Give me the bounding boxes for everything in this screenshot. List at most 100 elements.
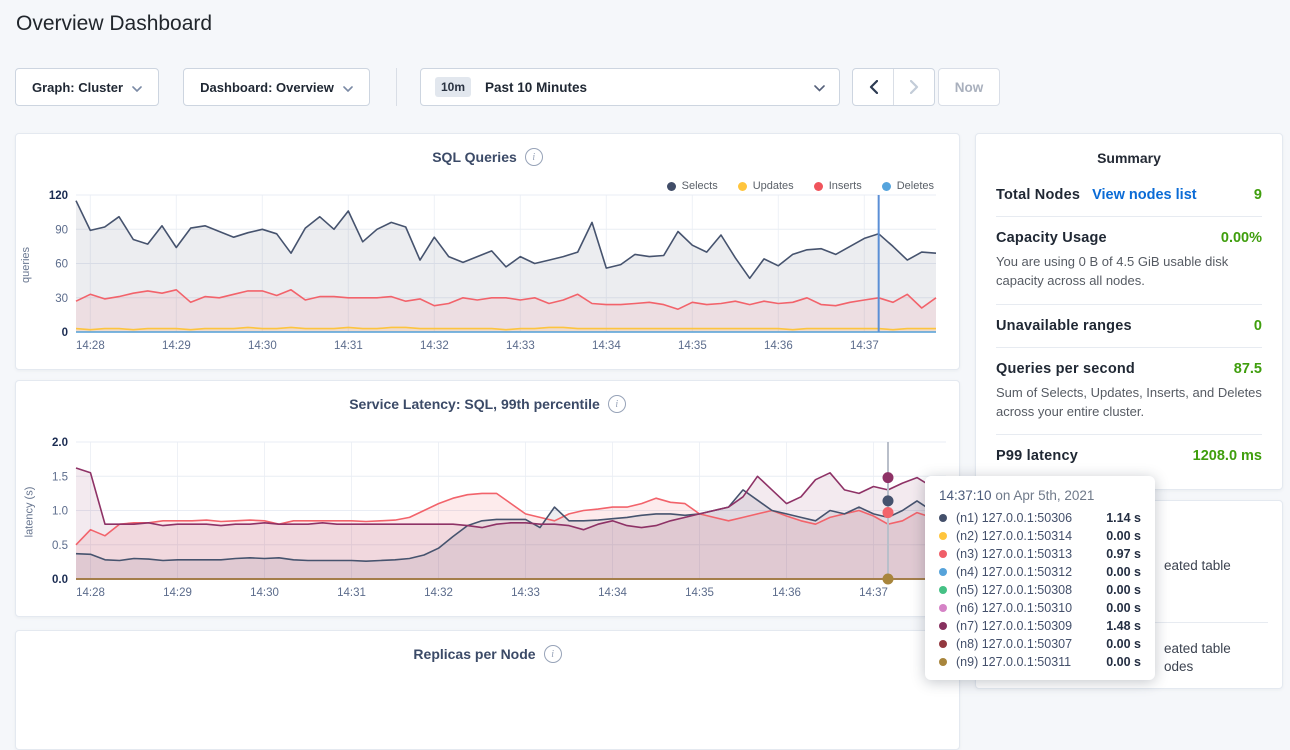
replicas-per-node-title: Replicas per Node bbox=[413, 646, 535, 662]
tooltip-row: (n1) 127.0.0.1:503061.14 s bbox=[939, 509, 1141, 527]
svg-text:0.5: 0.5 bbox=[52, 540, 68, 552]
svg-text:14:30: 14:30 bbox=[248, 340, 277, 352]
event-item-fragment: odes bbox=[1164, 659, 1193, 674]
node-address: (n8) 127.0.0.1:50307 bbox=[956, 637, 1072, 651]
now-button[interactable]: Now bbox=[938, 68, 1000, 106]
node-color-dot bbox=[939, 532, 947, 540]
dashboard-dropdown[interactable]: Dashboard: Overview bbox=[183, 68, 370, 106]
tooltip-row: (n9) 127.0.0.1:50311 0.00 s bbox=[939, 653, 1141, 671]
node-address: (n9) 127.0.0.1:50311 bbox=[956, 655, 1071, 669]
node-color-dot bbox=[939, 514, 947, 522]
svg-text:14:31: 14:31 bbox=[334, 340, 363, 352]
svg-text:14:32: 14:32 bbox=[420, 340, 449, 352]
tooltip-row: (n2) 127.0.0.1:503140.00 s bbox=[939, 527, 1141, 545]
summary-row-capacity: Capacity Usage 0.00% You are using 0 B o… bbox=[996, 217, 1262, 305]
event-item-fragment: eated table bbox=[1164, 641, 1231, 656]
replicas-per-node-card: Replicas per Node i bbox=[15, 630, 960, 750]
svg-text:1.5: 1.5 bbox=[52, 471, 68, 483]
info-icon[interactable]: i bbox=[608, 395, 626, 413]
node-address: (n5) 127.0.0.1:50308 bbox=[956, 583, 1072, 597]
time-range-selector[interactable]: 10m Past 10 Minutes bbox=[420, 68, 840, 106]
time-range-label: Past 10 Minutes bbox=[485, 80, 587, 95]
capacity-usage-value: 0.00% bbox=[1221, 230, 1262, 246]
tooltip-node-list: (n1) 127.0.0.1:503061.14 s(n2) 127.0.0.1… bbox=[939, 509, 1141, 671]
node-latency-value: 0.00 s bbox=[1106, 565, 1141, 579]
info-icon[interactable]: i bbox=[525, 148, 543, 166]
total-nodes-value: 9 bbox=[1254, 187, 1262, 203]
total-nodes-label: Total Nodes bbox=[996, 187, 1080, 203]
capacity-usage-label: Capacity Usage bbox=[996, 230, 1107, 246]
chart-hover-tooltip: 14:37:10 on Apr 5th, 2021 (n1) 127.0.0.1… bbox=[925, 476, 1155, 680]
chevron-down-icon bbox=[814, 80, 825, 95]
node-latency-value: 0.00 s bbox=[1106, 601, 1141, 615]
p99-latency-label: P99 latency bbox=[996, 448, 1078, 464]
svg-text:14:37: 14:37 bbox=[850, 340, 879, 352]
qps-label: Queries per second bbox=[996, 361, 1135, 377]
info-icon[interactable]: i bbox=[544, 645, 562, 663]
service-latency-title: Service Latency: SQL, 99th percentile bbox=[349, 396, 600, 412]
tooltip-row: (n8) 127.0.0.1:50307 0.00 s bbox=[939, 635, 1141, 653]
node-latency-value: 1.48 s bbox=[1106, 619, 1141, 633]
summary-row-p99: P99 latency 1208.0 ms bbox=[996, 435, 1262, 477]
node-address: (n4) 127.0.0.1:50312 bbox=[956, 565, 1072, 579]
sql-queries-card: SQL Queries i SelectsUpdatesInsertsDelet… bbox=[15, 133, 960, 370]
event-item-fragment: eated table bbox=[1164, 558, 1231, 573]
tooltip-row: (n7) 127.0.0.1:50309 1.48 s bbox=[939, 617, 1141, 635]
summary-row-total-nodes: Total Nodes View nodes list 9 bbox=[996, 174, 1262, 217]
node-address: (n7) 127.0.0.1:50309 bbox=[956, 619, 1072, 633]
node-latency-value: 1.14 s bbox=[1106, 511, 1141, 525]
svg-text:14:36: 14:36 bbox=[764, 340, 793, 352]
chevron-down-icon bbox=[343, 80, 353, 95]
svg-text:14:35: 14:35 bbox=[678, 340, 707, 352]
tooltip-row: (n4) 127.0.0.1:50312 0.00 s bbox=[939, 563, 1141, 581]
divider bbox=[396, 68, 397, 106]
tooltip-row: (n5) 127.0.0.1:50308 0.00 s bbox=[939, 581, 1141, 599]
chevron-down-icon bbox=[132, 80, 142, 95]
node-color-dot bbox=[939, 568, 947, 576]
qps-caption: Sum of Selects, Updates, Inserts, and De… bbox=[996, 384, 1262, 422]
tooltip-row: (n6) 127.0.0.1:50310 0.00 s bbox=[939, 599, 1141, 617]
dashboard-dropdown-label: Dashboard: Overview bbox=[200, 80, 334, 95]
service-latency-chart[interactable]: 0.00.51.01.52.014:2814:2914:3014:3114:32… bbox=[16, 434, 959, 614]
view-nodes-list-link[interactable]: View nodes list bbox=[1092, 187, 1197, 203]
svg-text:1.0: 1.0 bbox=[52, 506, 68, 518]
node-latency-value: 0.00 s bbox=[1106, 637, 1141, 651]
svg-text:14:33: 14:33 bbox=[511, 587, 540, 599]
svg-text:2.0: 2.0 bbox=[52, 437, 68, 449]
svg-text:30: 30 bbox=[55, 293, 68, 305]
capacity-usage-caption: You are using 0 B of 4.5 GiB usable disk… bbox=[996, 253, 1262, 291]
node-latency-value: 0.00 s bbox=[1106, 655, 1141, 669]
summary-title: Summary bbox=[996, 150, 1262, 166]
next-timespan-button[interactable] bbox=[893, 69, 934, 105]
graph-dropdown[interactable]: Graph: Cluster bbox=[15, 68, 159, 106]
summary-row-qps: Queries per second 87.5 Sum of Selects, … bbox=[996, 348, 1262, 436]
svg-text:14:35: 14:35 bbox=[685, 587, 714, 599]
svg-text:120: 120 bbox=[49, 190, 68, 202]
node-color-dot bbox=[939, 586, 947, 594]
page-title: Overview Dashboard bbox=[16, 12, 212, 36]
tooltip-timestamp: 14:37:10 on Apr 5th, 2021 bbox=[939, 488, 1141, 503]
svg-text:14:37: 14:37 bbox=[859, 587, 888, 599]
node-color-dot bbox=[939, 658, 947, 666]
sql-queries-chart[interactable]: 030609012014:2814:2914:3014:3114:3214:33… bbox=[16, 187, 959, 367]
node-address: (n6) 127.0.0.1:50310 bbox=[956, 601, 1072, 615]
unavailable-ranges-value: 0 bbox=[1254, 318, 1262, 334]
node-latency-value: 0.97 s bbox=[1106, 547, 1141, 561]
svg-text:14:32: 14:32 bbox=[424, 587, 453, 599]
svg-text:14:28: 14:28 bbox=[76, 340, 105, 352]
node-color-dot bbox=[939, 640, 947, 648]
node-latency-value: 0.00 s bbox=[1106, 583, 1141, 597]
node-color-dot bbox=[939, 604, 947, 612]
previous-timespan-button[interactable] bbox=[853, 69, 893, 105]
svg-text:90: 90 bbox=[55, 224, 68, 236]
node-color-dot bbox=[939, 622, 947, 630]
graph-dropdown-label: Graph: Cluster bbox=[32, 80, 123, 95]
qps-value: 87.5 bbox=[1234, 361, 1262, 377]
node-address: (n3) 127.0.0.1:50313 bbox=[956, 547, 1072, 561]
node-color-dot bbox=[939, 550, 947, 558]
summary-panel: Summary Total Nodes View nodes list 9 Ca… bbox=[975, 133, 1283, 490]
summary-row-unavailable-ranges: Unavailable ranges 0 bbox=[996, 305, 1262, 348]
svg-text:14:29: 14:29 bbox=[162, 340, 191, 352]
svg-text:0: 0 bbox=[62, 327, 68, 339]
unavailable-ranges-label: Unavailable ranges bbox=[996, 318, 1132, 334]
